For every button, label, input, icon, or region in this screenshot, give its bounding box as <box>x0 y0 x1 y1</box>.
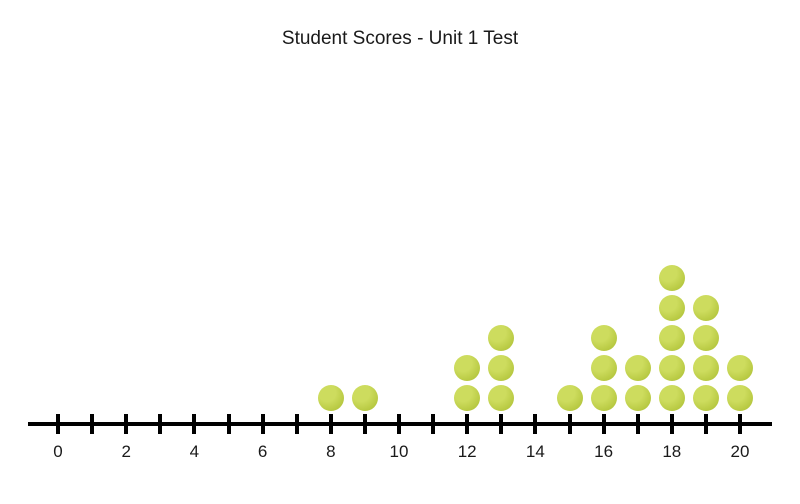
data-dot <box>659 265 685 291</box>
data-dot <box>488 355 514 381</box>
axis-tick-label: 4 <box>190 442 199 462</box>
axis-tick-label: 18 <box>662 442 681 462</box>
axis-tick <box>295 414 299 434</box>
data-dot <box>625 355 651 381</box>
chart-title: Student Scores - Unit 1 Test <box>0 28 800 50</box>
axis-tick <box>670 414 674 434</box>
data-dot <box>659 355 685 381</box>
axis-tick <box>602 414 606 434</box>
data-dot <box>318 385 344 411</box>
axis-tick <box>124 414 128 434</box>
data-dot <box>693 355 719 381</box>
axis-tick <box>704 414 708 434</box>
data-dot <box>488 385 514 411</box>
data-dot <box>659 385 685 411</box>
data-dot <box>488 325 514 351</box>
axis-tick <box>397 414 401 434</box>
data-dot <box>557 385 583 411</box>
axis-tick-label: 16 <box>594 442 613 462</box>
axis-tick-label: 10 <box>390 442 409 462</box>
axis-tick-label: 12 <box>458 442 477 462</box>
data-dot <box>591 355 617 381</box>
axis-tick <box>56 414 60 434</box>
axis-tick <box>568 414 572 434</box>
axis-tick <box>227 414 231 434</box>
axis-tick <box>738 414 742 434</box>
data-dot <box>659 295 685 321</box>
axis-tick-label: 14 <box>526 442 545 462</box>
dotplot-stage: { "chart": { "type": "dotplot", "title":… <box>0 0 800 504</box>
axis-tick-label: 8 <box>326 442 335 462</box>
axis-tick-label: 0 <box>53 442 62 462</box>
data-dot <box>727 355 753 381</box>
axis-tick <box>158 414 162 434</box>
data-dot <box>625 385 651 411</box>
data-dot <box>454 385 480 411</box>
axis-tick <box>329 414 333 434</box>
data-dot <box>693 325 719 351</box>
axis-tick <box>636 414 640 434</box>
axis-tick <box>431 414 435 434</box>
data-dot <box>693 385 719 411</box>
axis-tick <box>192 414 196 434</box>
axis-tick <box>499 414 503 434</box>
axis-tick <box>363 414 367 434</box>
data-dot <box>727 385 753 411</box>
axis-tick-label: 6 <box>258 442 267 462</box>
axis-tick <box>533 414 537 434</box>
data-dot <box>591 385 617 411</box>
axis-tick <box>261 414 265 434</box>
data-dot <box>591 325 617 351</box>
data-dot <box>693 295 719 321</box>
axis-tick-label: 2 <box>121 442 130 462</box>
data-dot <box>659 325 685 351</box>
data-dot <box>352 385 378 411</box>
axis-tick-label: 20 <box>731 442 750 462</box>
axis-tick <box>465 414 469 434</box>
data-dot <box>454 355 480 381</box>
axis-tick <box>90 414 94 434</box>
